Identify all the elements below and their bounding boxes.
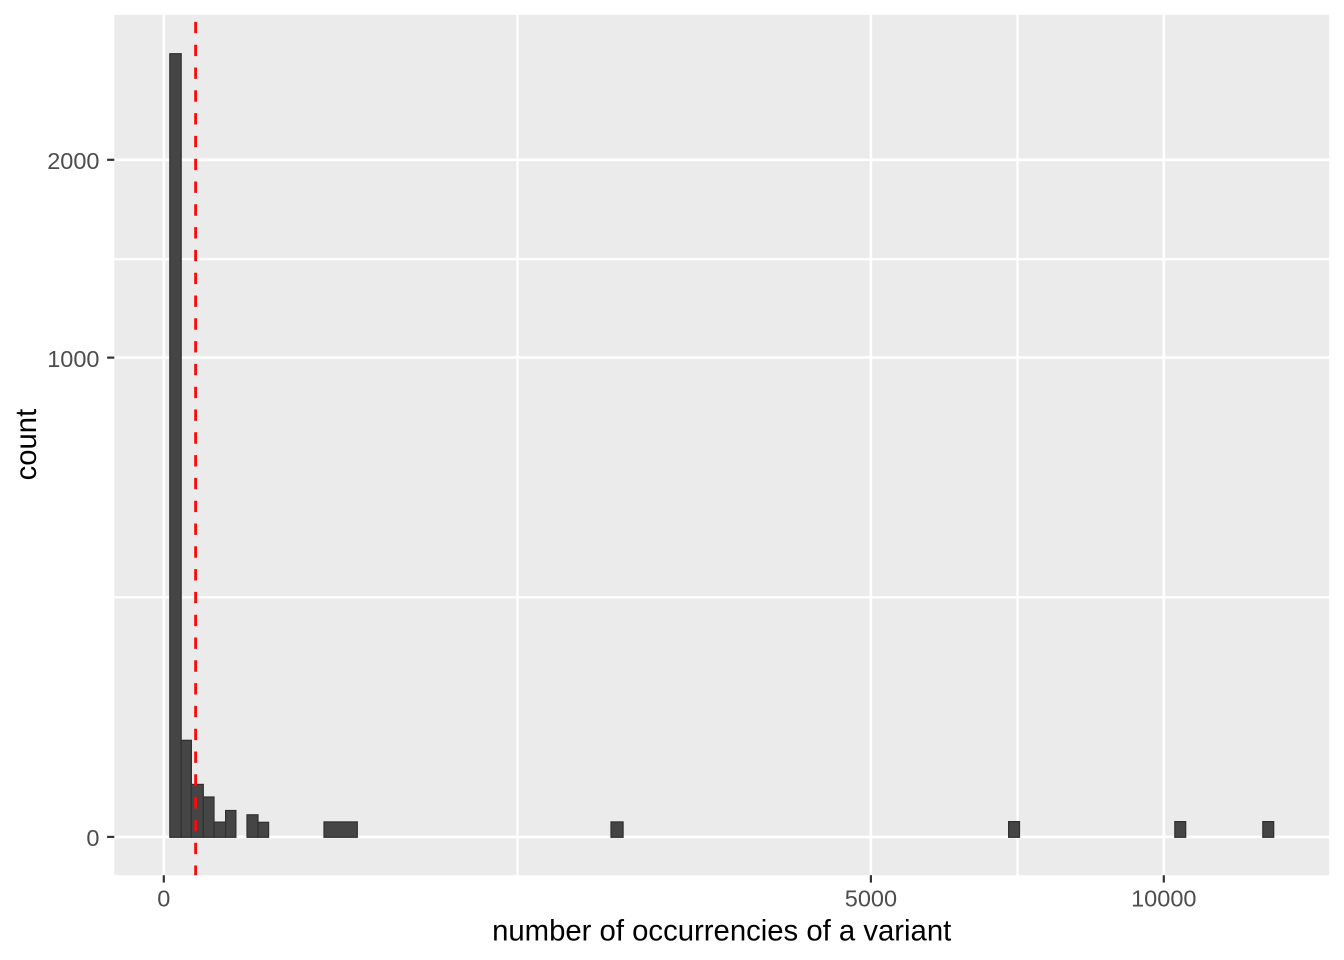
svg-text:10000: 10000: [1131, 886, 1196, 912]
svg-text:0: 0: [157, 886, 170, 912]
svg-text:1000: 1000: [47, 346, 99, 372]
svg-text:5000: 5000: [845, 886, 897, 912]
svg-text:0: 0: [86, 825, 99, 851]
svg-text:2000: 2000: [47, 148, 99, 174]
svg-text:number of occurrencies of a va: number of occurrencies of a variant: [492, 915, 951, 948]
svg-text:count: count: [10, 409, 43, 481]
